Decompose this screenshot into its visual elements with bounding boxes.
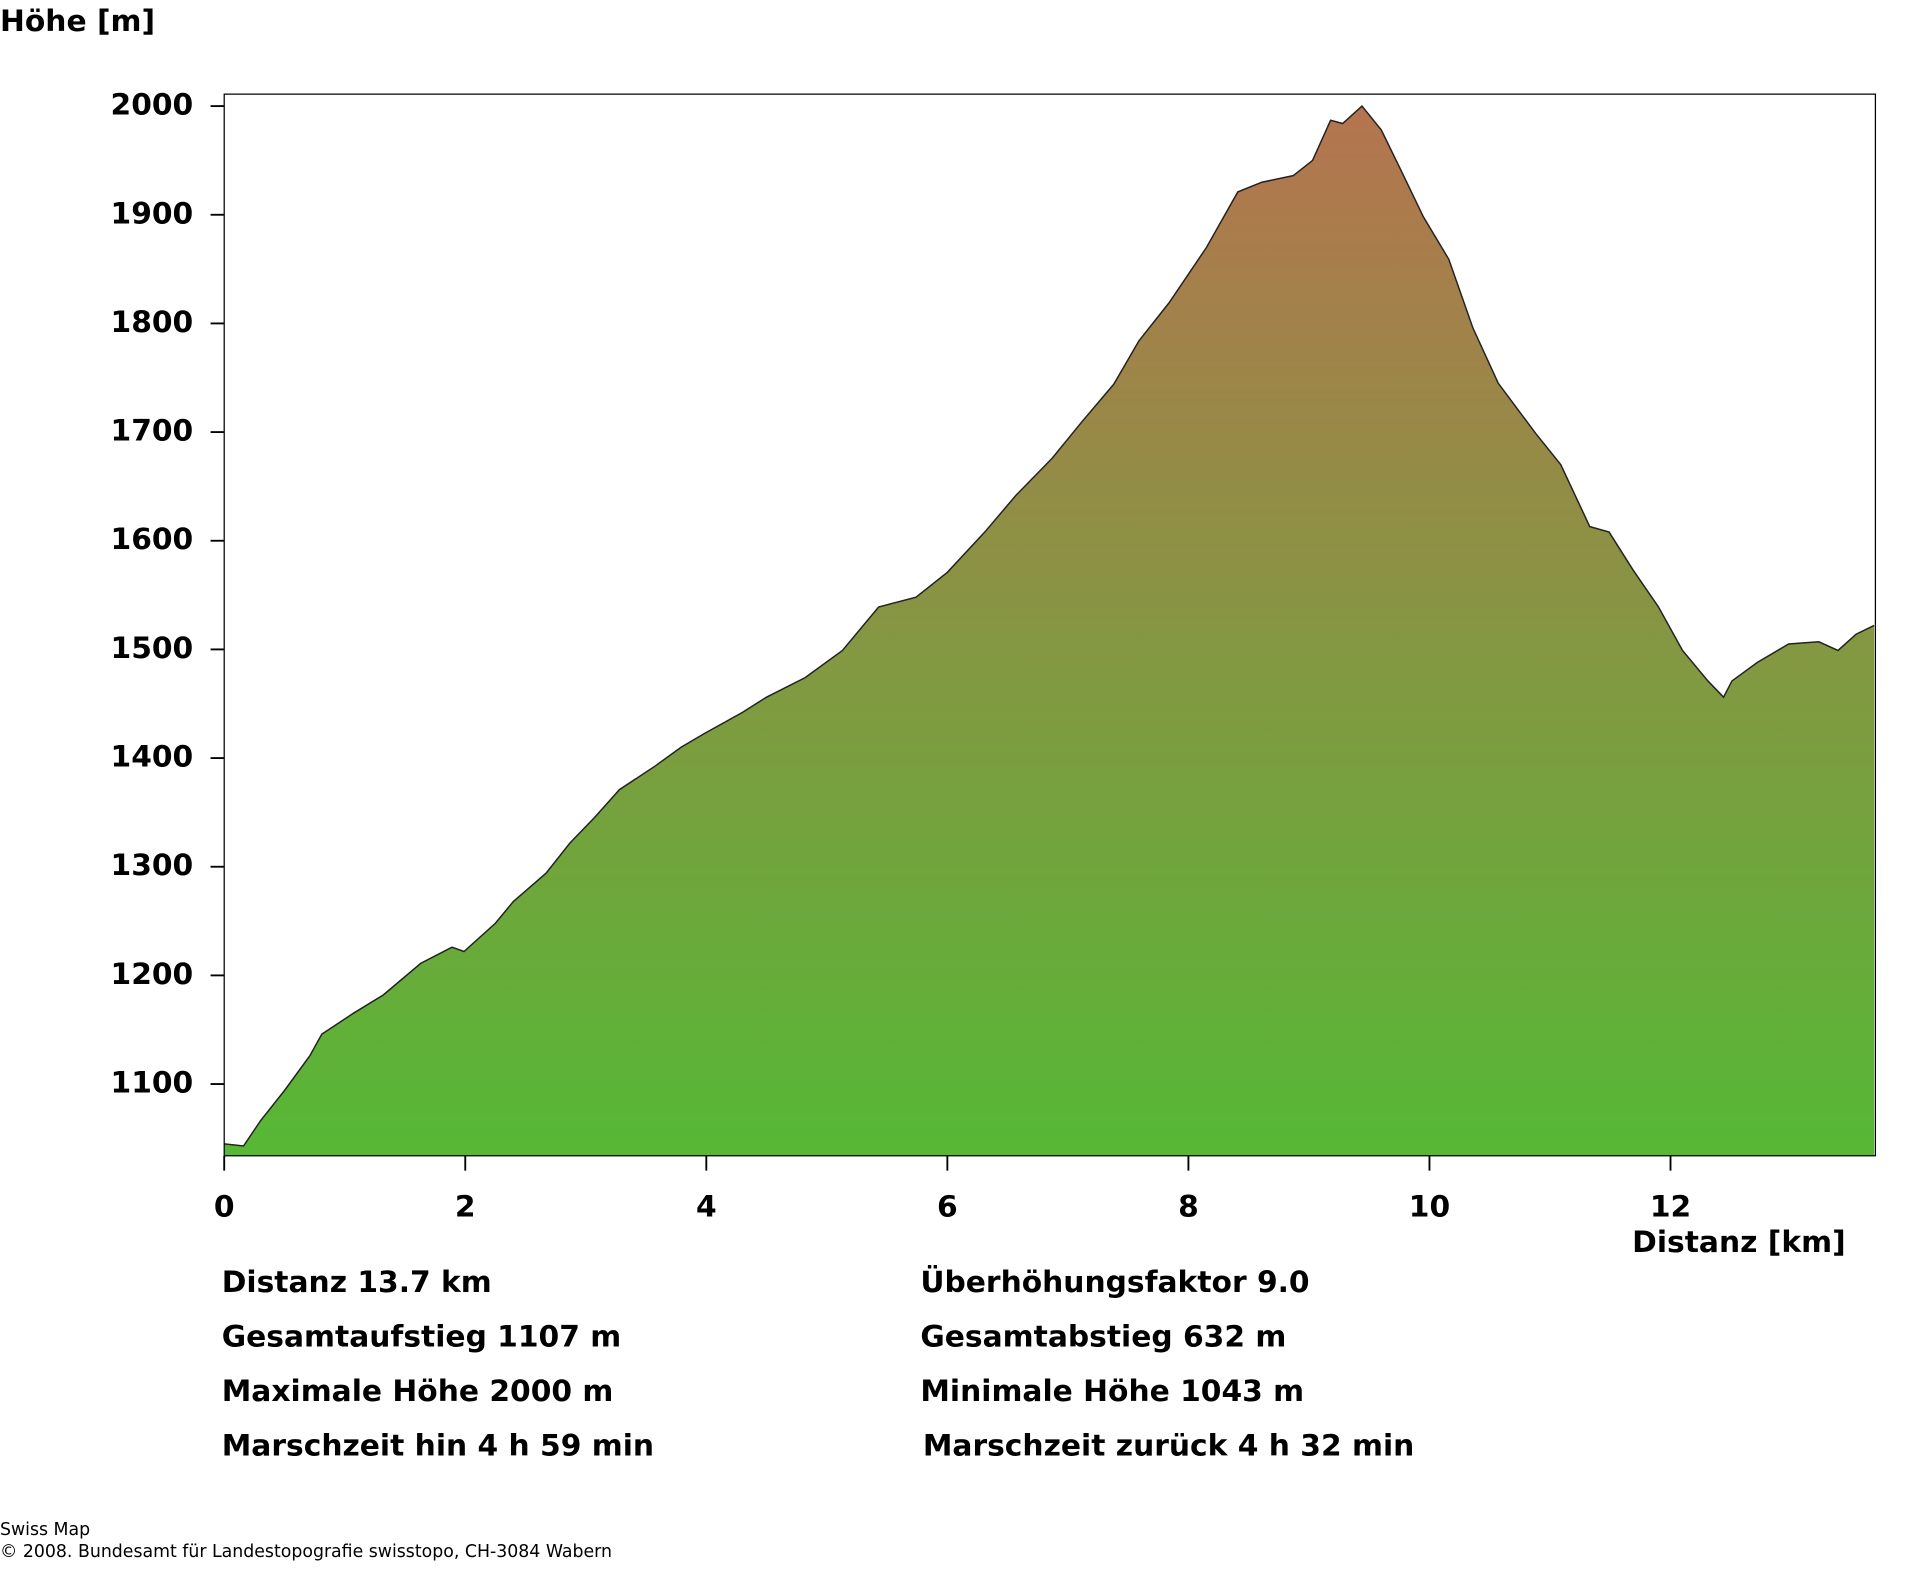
elevation-line <box>224 104 1875 1147</box>
y-tick-label: 2000 <box>111 88 194 123</box>
stat-text: Gesamtaufstieg 1107 m <box>222 1319 621 1354</box>
footer-line: © 2008. Bundesamt für Landestopografie s… <box>0 1542 612 1562</box>
y-tick-label: 1400 <box>111 740 194 775</box>
stat-text: Distanz 13.7 km <box>222 1265 492 1300</box>
y-tick-label: 1900 <box>111 196 194 231</box>
stat-text: Marschzeit zurück 4 h 32 min <box>923 1428 1414 1463</box>
y-tick-label: 1500 <box>111 631 194 666</box>
elevation-area <box>224 106 1875 1156</box>
x-tick-label: 10 <box>1409 1189 1450 1224</box>
y-tick-label: 1100 <box>111 1066 194 1101</box>
x-tick-label: 6 <box>937 1189 958 1224</box>
stat-text: Maximale Höhe 2000 m <box>222 1374 614 1409</box>
x-tick-label: 2 <box>455 1189 476 1224</box>
y-tick-label: 1600 <box>111 522 194 557</box>
y-tick-label: 1700 <box>111 414 194 449</box>
x-tick-label: 8 <box>1178 1189 1199 1224</box>
stat-text: Überhöhungsfaktor 9.0 <box>920 1263 1309 1300</box>
y-axis-title: Höhe [m] <box>0 4 155 39</box>
y-tick-label: 1800 <box>111 305 194 340</box>
x-tick-label: 0 <box>214 1189 235 1224</box>
x-axis-title: Distanz [km] <box>1632 1225 1846 1260</box>
y-tick-label: 1300 <box>111 848 194 883</box>
stats: Distanz 13.7 km Gesamtaufstieg 1107 m Maxi… <box>222 1263 1415 1464</box>
footer-line: Swiss Map <box>0 1520 90 1540</box>
stat-text: Minimale Höhe 1043 m <box>920 1374 1304 1409</box>
x-tick-label: 12 <box>1650 1189 1691 1224</box>
stat-text: Gesamtabstieg 632 m <box>920 1319 1286 1354</box>
x-tick-label: 4 <box>696 1189 717 1224</box>
stat-text: Marschzeit hin 4 h 59 min <box>222 1428 654 1463</box>
y-tick-label: 1200 <box>111 957 194 992</box>
plot-frame <box>223 93 1877 1157</box>
